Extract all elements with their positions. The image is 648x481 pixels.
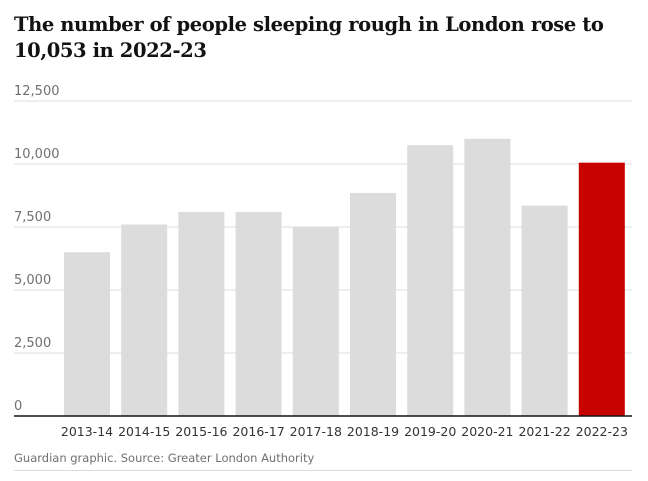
x-tick-label: 2018-19 — [347, 424, 399, 439]
x-axis-ticks: 2013-14 2014-15 2015-16 2016-17 2017-18 2018-… — [61, 424, 628, 439]
x-tick-label: 2014-15 — [118, 424, 170, 439]
y-tick-label: 10,000 — [14, 147, 60, 162]
x-tick-label: 2017-18 — [290, 424, 342, 439]
bar-2022-23 — [578, 162, 625, 416]
x-tick-label: 2020-21 — [461, 424, 513, 439]
y-tick-label: 12,500 — [14, 84, 60, 99]
bars — [64, 138, 625, 417]
x-tick-label: 2022-23 — [576, 424, 628, 439]
x-tick-label: 2019-20 — [404, 424, 456, 439]
y-tick-label: 7,500 — [14, 210, 51, 225]
bar-2014-15 — [121, 224, 168, 416]
source-note: Guardian graphic. Source: Greater London… — [14, 451, 315, 465]
x-tick-label: 2015-16 — [175, 424, 227, 439]
x-tick-label: 2021-22 — [518, 424, 570, 439]
bar-2020-21 — [464, 138, 511, 417]
bar-2021-22 — [521, 205, 568, 416]
x-tick-label: 2016-17 — [232, 424, 284, 439]
chart-title: The number of people sleeping rough in L… — [14, 13, 604, 62]
y-tick-label: 0 — [14, 399, 22, 414]
x-tick-label: 2013-14 — [61, 424, 113, 439]
footer-divider — [14, 470, 632, 471]
y-tick-label: 2,500 — [14, 336, 51, 351]
y-tick-label: 5,000 — [14, 273, 51, 288]
bar-2016-17 — [235, 211, 282, 416]
bar-2015-16 — [178, 211, 225, 416]
y-axis-ticks: 0 2,500 5,000 7,500 10,000 12,500 — [14, 84, 60, 414]
bar-2017-18 — [292, 227, 339, 416]
bar-2013-14 — [64, 252, 110, 416]
bar-2019-20 — [407, 145, 454, 416]
bar-2018-19 — [350, 192, 396, 416]
